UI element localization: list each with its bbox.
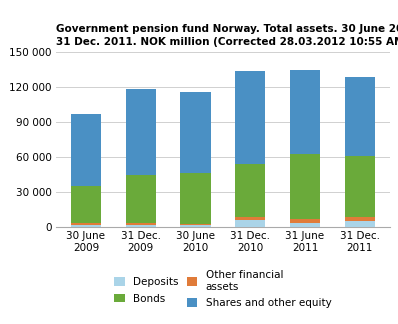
Text: Government pension fund Norway. Total assets. 30 June 2009-
31 Dec. 2011. NOK mi: Government pension fund Norway. Total as… (56, 24, 398, 47)
Bar (235, 164, 265, 217)
Legend: Deposits, Bonds, Other financial
assets, Shares and other equity: Deposits, Bonds, Other financial assets,… (114, 271, 332, 308)
Bar (345, 217, 375, 221)
Bar (235, 220, 265, 227)
Bar (290, 219, 320, 223)
Bar (345, 77, 375, 156)
Bar (290, 70, 320, 154)
Bar (180, 224, 211, 226)
Bar (290, 223, 320, 227)
Bar (126, 225, 156, 227)
Bar (71, 186, 101, 223)
Bar (180, 226, 211, 227)
Bar (71, 225, 101, 227)
Bar (345, 156, 375, 217)
Bar (235, 71, 265, 164)
Bar (235, 217, 265, 220)
Bar (180, 173, 211, 224)
Bar (290, 154, 320, 219)
Bar (71, 114, 101, 186)
Bar (345, 221, 375, 227)
Bar (180, 92, 211, 173)
Bar (71, 223, 101, 225)
Bar (126, 175, 156, 223)
Bar (126, 89, 156, 175)
Bar (126, 223, 156, 225)
